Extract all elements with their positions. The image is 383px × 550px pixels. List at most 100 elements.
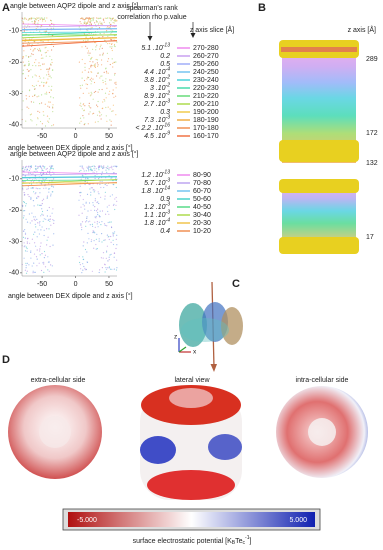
cloud-dot [43,229,45,231]
cloud-dot [28,195,30,198]
cloud-dot [48,106,51,108]
cloud-dot [110,20,112,22]
cloud-dot [35,226,37,228]
surface-detail [140,436,176,464]
axis-label: z axis [Å] [348,25,376,34]
cloud-dot [33,49,35,51]
cloud-dot [88,54,90,56]
cloud-dot [82,203,84,205]
cloud-dot [80,268,82,270]
cloud-dot [111,47,113,50]
cloud-dot [23,230,25,232]
cloud-dot [39,188,41,190]
cloud-dot [80,224,82,226]
legend-label: 50-60 [193,196,211,203]
cloud-dot [46,195,49,197]
cloud-dot [41,226,43,228]
cloud-dot [94,63,96,65]
legend-label: 190-200 [193,109,219,116]
cloud-dot [86,220,88,222]
cloud-dot [49,218,52,220]
cloud-dot [92,78,94,80]
cloud-dot [46,197,49,199]
cloud-dot [109,17,111,19]
cloud-dot [27,44,29,46]
cloud-dot [38,48,41,50]
x-axis-label: angle between DEX dipole and z axis [°] [8,292,133,300]
cloud-dot [40,166,42,169]
cloud-dot [79,117,82,119]
cloud-dot [82,263,84,265]
cloud-dot [27,188,29,190]
cloud-dot [84,69,86,71]
protein [202,302,228,342]
cloud-dot [43,77,45,79]
lipid-layer [279,179,359,193]
cloud-dot [87,29,89,31]
legend-label: 40-50 [193,204,211,211]
cloud-dot [36,249,38,251]
cloud-dot [83,103,85,105]
cloud-dot [97,65,99,67]
cloud-dot [114,231,116,233]
cloud-dot [80,223,82,225]
z-level-label: 17 [366,234,374,241]
cloud-dot [43,263,45,265]
cloud-dot [87,123,89,125]
cloud-dot [28,213,30,215]
cloud-dot [113,19,115,22]
cloud-dot [26,68,28,71]
cloud-dot [97,100,99,103]
cloud-dot [79,192,81,194]
cloud-dot [25,98,28,100]
cloud-dot [80,105,82,107]
cloud-dot [48,32,50,34]
colorbar [68,512,315,527]
cloud-dot [95,215,97,217]
legend-label: 210-220 [193,93,219,100]
cloud-dot [104,92,107,94]
cloud-dot [110,23,112,25]
cloud-dot [92,61,94,63]
cloud-dot [46,68,48,70]
legend-label: 230-240 [193,77,219,84]
legend-label: 220-230 [193,85,219,92]
p-value-base: 4.4 .10 [144,69,166,76]
cloud-dot [39,65,41,67]
cloud-dot [89,22,91,24]
cloud-dot [47,256,49,258]
cloud-dot [48,85,50,87]
cloud-dot [93,81,96,84]
cloud-dot [33,85,35,88]
cloud-dot [88,168,90,170]
cloud-dot [108,22,111,24]
z-level-label: 172 [366,130,378,137]
cloud-dot [83,168,85,170]
cloud-dot [27,25,29,27]
cloud-dot [34,74,36,76]
cloud-dot [24,245,26,247]
cloud-dot [84,267,86,269]
cloud-dot [90,107,92,109]
cloud-dot [101,47,103,50]
cloud-dot [116,259,118,261]
cloud-dot [34,21,36,23]
cloud-dot [28,44,30,46]
cloud-dot [23,65,25,67]
cloud-dot [32,270,34,272]
cloud-dot [88,202,91,204]
cloud-dot [31,220,33,222]
p-value-exp: -14 [163,186,170,192]
cloud-dot [109,46,111,48]
cloud-dot [102,107,104,109]
cloud-dot [43,257,46,259]
cloud-dot [110,33,112,35]
cloud-dot [116,244,118,246]
cloud-dot [112,93,114,95]
cloud-dot [42,18,44,21]
cloud-dot [87,21,89,23]
p-value-base: < 2.2 .10 [135,125,163,132]
legend-label: 170-180 [193,125,219,132]
cloud-dot [97,213,99,216]
cloud-dot [28,95,30,97]
